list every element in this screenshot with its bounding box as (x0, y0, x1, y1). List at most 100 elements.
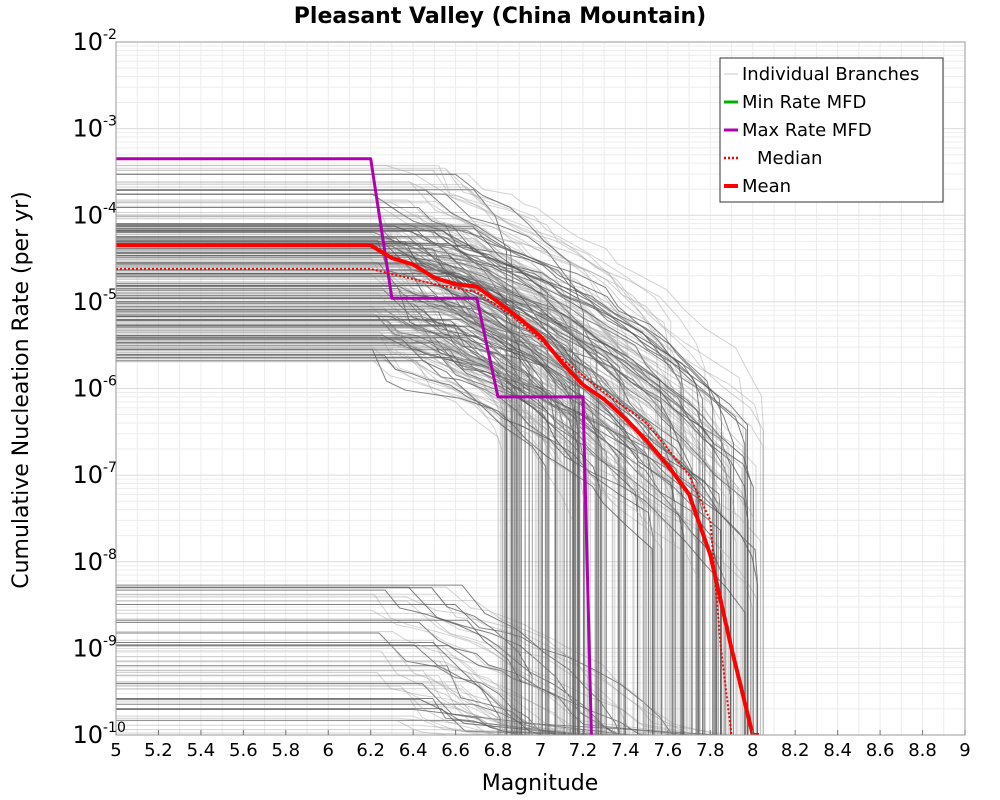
branch-line (116, 249, 601, 735)
legend-box (719, 57, 944, 203)
branch-line (116, 292, 520, 735)
branch-line (116, 321, 645, 735)
branch-line (116, 258, 692, 735)
branch-line (116, 281, 741, 735)
branch-line (116, 225, 580, 735)
branch-line (116, 286, 717, 735)
branch-line (116, 292, 755, 735)
branch-line (116, 263, 590, 735)
branch-line (116, 285, 749, 735)
x-tick-label: 5.2 (144, 740, 173, 761)
y-tick-base: 10 (72, 461, 103, 489)
branch-line (116, 165, 658, 735)
branch-line (116, 297, 651, 735)
y-tick-label: 10 -6 (72, 374, 117, 403)
y-tick-label: 10 -7 (72, 460, 117, 489)
branch-line (116, 332, 698, 735)
y-tick-exponent: -4 (103, 200, 117, 216)
legend-label-branches: Individual Branches (742, 64, 919, 85)
branch-line (116, 639, 555, 735)
branch-line (116, 338, 547, 735)
branch-line (116, 245, 568, 735)
branch-line (116, 349, 759, 735)
branch-line (116, 255, 728, 735)
y-tick-label: 10 -2 (72, 27, 117, 56)
x-tick-label: 6.8 (484, 740, 513, 761)
branch-line (116, 683, 540, 735)
legend-label-max: Max Rate MFD (742, 120, 872, 141)
branch-line (116, 169, 672, 735)
branch-line (116, 275, 616, 735)
branch-line (116, 708, 609, 735)
branch-line (116, 217, 680, 735)
chart-title: Pleasant Valley (China Mountain) (294, 4, 706, 29)
branch-line (116, 223, 597, 735)
x-tick-label: 5 (110, 740, 121, 761)
branch-line (116, 173, 571, 735)
y-axis-label: Cumulative Nucleation Rate (per yr) (9, 191, 34, 589)
branch-line (116, 273, 574, 735)
branch-line (116, 183, 706, 735)
branch-line (116, 236, 682, 735)
branch-line (116, 291, 538, 735)
branch-line (116, 236, 579, 735)
x-tick-label: 6.6 (441, 740, 470, 761)
y-tick-label: 10 -8 (72, 547, 117, 576)
branch-line (116, 650, 514, 735)
y-tick-base: 10 (72, 28, 103, 56)
legend: Individual Branches Min Rate MFD Max Rate … (719, 57, 944, 203)
branch-line (116, 294, 687, 735)
y-tick-base: 10 (72, 201, 103, 229)
branch-line (116, 247, 659, 735)
branch-line (116, 306, 548, 735)
branch-line (116, 237, 749, 735)
y-tick-base: 10 (72, 115, 103, 143)
branch-line (116, 296, 526, 735)
branch-line (116, 193, 573, 735)
branch-line (116, 672, 664, 735)
y-tick-exponent: -9 (103, 633, 117, 649)
y-tick-exponent: -2 (103, 27, 117, 43)
branch-line (116, 337, 644, 735)
y-tick-exponent: -7 (103, 460, 117, 476)
branch-line (116, 200, 764, 735)
branch-line (116, 225, 549, 735)
branch-line (116, 263, 724, 735)
branch-line (116, 300, 556, 735)
y-tick-base: 10 (72, 721, 103, 749)
x-tick-label: 6 (323, 740, 334, 761)
branch-line (116, 268, 667, 735)
y-tick-label: 10 -3 (72, 114, 117, 143)
branch-line (116, 699, 585, 735)
y-tick-exponent: -8 (103, 547, 117, 563)
branch-line (116, 309, 626, 735)
series-mean (116, 243, 760, 735)
branch-line (116, 339, 673, 735)
branch-line (116, 632, 598, 735)
branch-line (116, 289, 722, 735)
branch-line (116, 310, 543, 735)
branch-line (116, 276, 567, 735)
x-axis-ticks: 5 5.2 5.4 5.6 5.8 6 6.2 6.4 6.6 6.8 7 7.2 7.4 7.6 7.8 8… (110, 730, 971, 761)
branch-line (116, 181, 571, 735)
branch-line (116, 351, 676, 735)
branch-line (116, 260, 567, 735)
branch-line (116, 314, 533, 735)
x-axis-label: Magnitude (482, 771, 599, 796)
branch-line (116, 732, 454, 735)
x-tick-label: 7 (535, 740, 546, 761)
branch-line (116, 241, 663, 735)
branch-line (116, 343, 648, 735)
legend-label-median: Median (757, 148, 822, 169)
x-tick-label: 7.8 (696, 740, 725, 761)
branch-line (116, 724, 512, 735)
y-tick-label: 10 -5 (72, 287, 117, 316)
branch-line (116, 698, 660, 735)
branch-line (116, 358, 573, 735)
y-tick-label: 10 -10 (72, 720, 125, 749)
branch-line (116, 248, 724, 735)
branch-line (116, 600, 631, 735)
branch-line (116, 241, 650, 735)
x-tick-label: 8.4 (823, 740, 852, 761)
